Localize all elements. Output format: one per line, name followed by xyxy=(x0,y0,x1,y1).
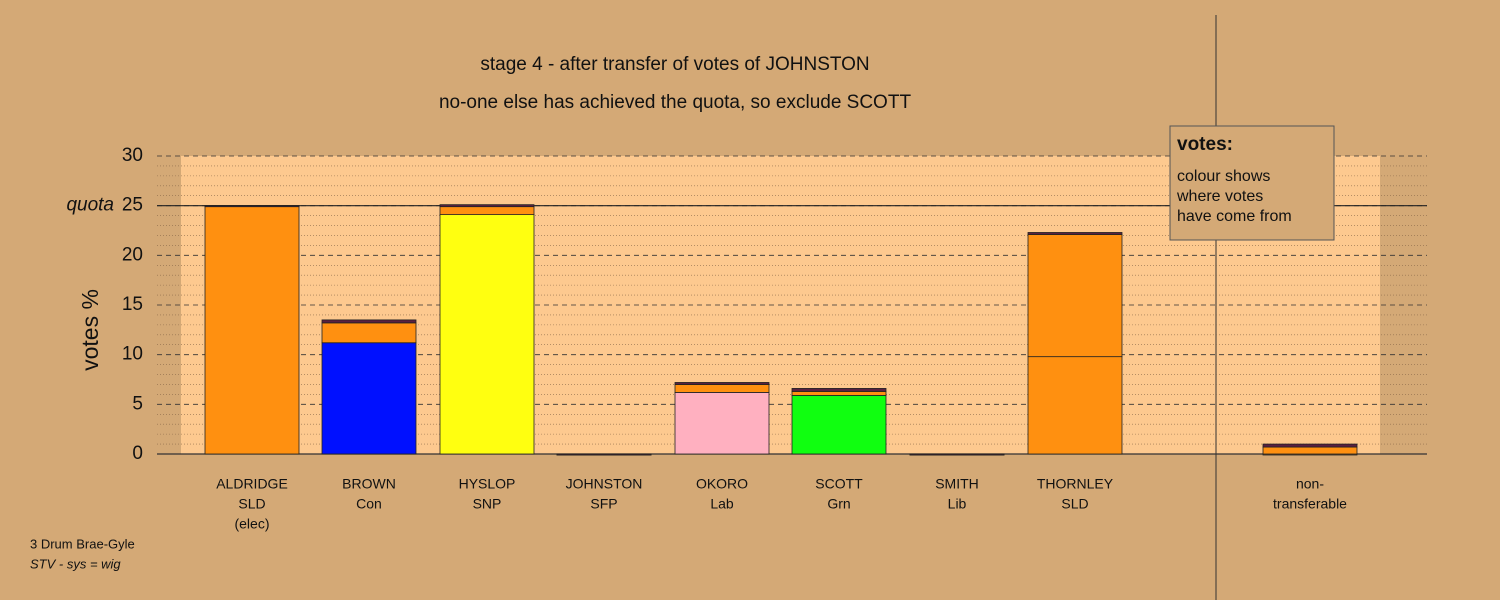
x-tick-label: OKORO xyxy=(696,476,748,492)
legend-box xyxy=(1169,125,1335,241)
footer-line: STV - sys = wig xyxy=(30,556,121,571)
legend-text: colour shows xyxy=(1177,168,1270,185)
y-tick-label: 20 xyxy=(122,244,143,265)
y-tick-label: 30 xyxy=(122,145,143,166)
x-tick-label: SMITH xyxy=(935,476,979,492)
bar-segment xyxy=(1262,446,1358,455)
y-tick-label: 25 xyxy=(122,195,143,216)
chart-title: stage 4 - after transfer of votes of JOH… xyxy=(480,54,869,75)
bar-segment xyxy=(1262,443,1358,448)
chart-subtitle: no-one else has achieved the quota, so e… xyxy=(439,92,912,113)
y-tick-label: 0 xyxy=(132,443,143,464)
x-tick-label: HYSLOP xyxy=(459,476,516,492)
x-tick-label: BROWN xyxy=(342,476,396,492)
footer-line: 3 Drum Brae-Gyle xyxy=(30,536,135,551)
x-tick-label: SLD xyxy=(1061,496,1088,512)
y-tick-label: 10 xyxy=(122,344,143,365)
legend: votes: colour shows where votes have com… xyxy=(1169,125,1335,241)
x-tick-label: SFP xyxy=(590,496,617,512)
legend-title: votes: xyxy=(1177,134,1233,155)
bar-segment xyxy=(439,204,535,208)
x-tick-label: JOHNSTON xyxy=(566,476,643,492)
quota-label: quota xyxy=(66,195,114,216)
bar-segment xyxy=(321,342,417,455)
bar-segment xyxy=(321,322,417,344)
x-tick-label: SCOTT xyxy=(815,476,863,492)
x-tick-label: transferable xyxy=(1273,496,1347,512)
bar-segment xyxy=(791,394,887,455)
x-tick-label: Con xyxy=(356,496,382,512)
bar-segment xyxy=(674,384,770,393)
legend-text: where votes xyxy=(1176,188,1263,205)
bar-segment xyxy=(321,319,417,324)
bar-segment xyxy=(1027,234,1123,358)
x-tick-label: Lib xyxy=(948,496,967,512)
x-tick-label: SLD xyxy=(238,496,265,512)
y-axis-label: votes % xyxy=(77,289,103,371)
bar-segment xyxy=(439,214,535,455)
x-tick-label: ALDRIDGE xyxy=(216,476,288,492)
bar-segment xyxy=(674,382,770,385)
y-tick-label: 15 xyxy=(122,294,143,315)
bar-segment xyxy=(1027,356,1123,455)
bar-segment xyxy=(791,391,887,396)
bar-segment xyxy=(909,453,1005,456)
x-tick-label: THORNLEY xyxy=(1037,476,1114,492)
bar-segment xyxy=(1027,232,1123,235)
y-tick-label: 5 xyxy=(132,393,143,414)
bar-segment xyxy=(204,205,300,455)
bar-segment xyxy=(674,392,770,455)
x-tick-label: (elec) xyxy=(234,516,269,532)
x-tick-label: SNP xyxy=(473,496,502,512)
x-tick-label: non- xyxy=(1296,476,1324,492)
x-tick-label: Grn xyxy=(827,496,850,512)
x-tick-label: Lab xyxy=(710,496,734,512)
bar-segment xyxy=(556,453,652,456)
legend-text: have come from xyxy=(1177,208,1292,225)
bar-segment xyxy=(791,388,887,392)
bar-segment xyxy=(439,206,535,216)
bar-segment xyxy=(204,205,300,208)
